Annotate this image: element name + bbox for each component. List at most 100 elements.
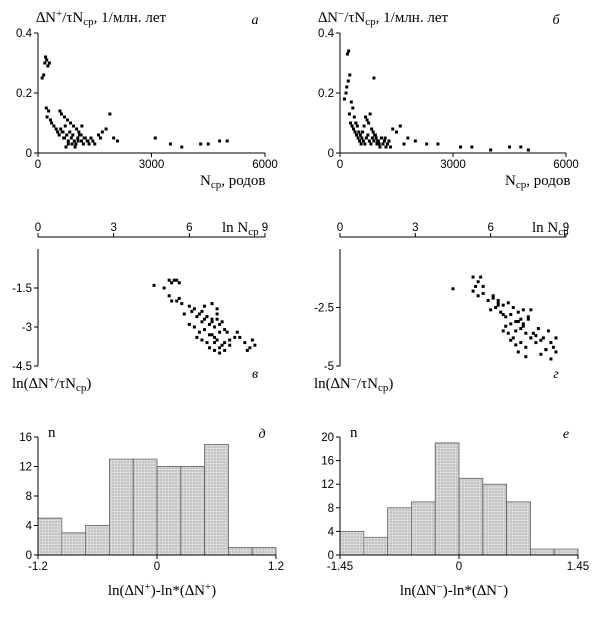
data-point bbox=[379, 136, 383, 140]
panel-a: 0 3000 6000 0 0.2 0.4∆N+/τNср, 1/млн. лет Nср,… bbox=[16, 8, 278, 191]
data-point bbox=[195, 335, 199, 339]
data-point bbox=[220, 343, 224, 347]
data-point bbox=[54, 127, 58, 131]
data-point bbox=[175, 278, 179, 282]
data-point bbox=[546, 329, 550, 333]
histogram-bar bbox=[251, 547, 277, 556]
x-axis-label: ln Nср bbox=[532, 220, 569, 238]
data-point bbox=[66, 142, 70, 146]
data-point bbox=[391, 127, 395, 131]
data-point bbox=[210, 302, 214, 306]
data-point bbox=[76, 136, 80, 140]
data-point bbox=[381, 142, 385, 146]
data-point bbox=[180, 145, 184, 149]
data-point bbox=[78, 133, 82, 137]
x-axis-label: Nср, родов bbox=[200, 173, 266, 191]
panel-b: 0 3000 6000 0 0.2 0.4∆N−/τNср, 1/млн. лет Nср,… bbox=[318, 8, 579, 191]
data-point bbox=[70, 142, 74, 146]
data-point bbox=[46, 64, 50, 68]
data-point bbox=[76, 139, 80, 143]
data-point bbox=[519, 327, 523, 331]
y-tick-label: 0.4 bbox=[16, 28, 33, 40]
panel-letter: а bbox=[252, 13, 259, 28]
data-point bbox=[501, 313, 505, 317]
data-point bbox=[187, 322, 191, 326]
y-tick-label: 12 bbox=[321, 479, 334, 491]
data-point bbox=[496, 301, 500, 305]
y-axis-label: ln(∆N−/τNср) bbox=[314, 374, 393, 394]
data-point bbox=[213, 341, 217, 345]
data-point bbox=[208, 333, 212, 337]
y-tick-label: 0 bbox=[328, 550, 334, 562]
data-point bbox=[374, 136, 378, 140]
data-point bbox=[40, 76, 44, 80]
data-point bbox=[526, 315, 530, 319]
x-tick-label: -1.2 bbox=[28, 561, 48, 573]
data-point bbox=[48, 118, 52, 122]
data-point bbox=[167, 278, 171, 282]
y-tick-label: 20 bbox=[321, 432, 334, 444]
data-point bbox=[504, 315, 508, 319]
data-point bbox=[197, 312, 201, 316]
data-point bbox=[499, 310, 503, 314]
data-point bbox=[346, 79, 350, 83]
data-point bbox=[153, 136, 157, 140]
data-point bbox=[347, 49, 351, 53]
data-point bbox=[223, 341, 227, 345]
data-point bbox=[436, 142, 440, 146]
y-tick-label: 16 bbox=[321, 456, 334, 468]
data-point bbox=[80, 124, 84, 128]
data-point bbox=[81, 142, 85, 146]
data-point bbox=[59, 127, 63, 131]
data-point bbox=[177, 296, 181, 300]
panel-letter: е bbox=[563, 427, 569, 442]
data-point bbox=[501, 303, 505, 307]
x-tick-label: 1.45 bbox=[567, 561, 589, 573]
x-tick-label: 0 bbox=[337, 159, 343, 171]
data-point bbox=[519, 341, 523, 345]
data-point bbox=[52, 124, 56, 128]
data-point bbox=[228, 338, 232, 342]
data-point bbox=[425, 142, 429, 146]
data-point bbox=[355, 124, 359, 128]
x-tick-label: 9 bbox=[563, 222, 569, 234]
data-point bbox=[210, 317, 214, 321]
data-point bbox=[202, 328, 206, 332]
data-point bbox=[511, 306, 515, 309]
data-point bbox=[73, 145, 77, 149]
data-point bbox=[363, 142, 367, 146]
x-tick-label: 1.2 bbox=[268, 561, 284, 573]
data-point bbox=[544, 348, 548, 352]
data-point bbox=[93, 142, 97, 146]
data-point bbox=[202, 317, 206, 321]
data-point bbox=[470, 145, 474, 149]
data-point bbox=[213, 348, 217, 352]
data-point bbox=[243, 341, 247, 345]
data-point bbox=[177, 281, 181, 285]
x-axis-label: ln Nср bbox=[222, 220, 259, 238]
data-point bbox=[494, 306, 498, 309]
data-point bbox=[200, 320, 204, 324]
data-point bbox=[69, 121, 73, 125]
data-point bbox=[541, 336, 545, 340]
data-point bbox=[192, 307, 196, 311]
data-point bbox=[402, 142, 406, 146]
data-point bbox=[75, 127, 79, 131]
y-tick-label: 4 bbox=[26, 521, 33, 533]
data-point bbox=[98, 136, 102, 140]
data-point bbox=[357, 130, 361, 134]
data-point bbox=[398, 124, 402, 128]
x-tick-label: 0 bbox=[35, 159, 41, 171]
data-point bbox=[62, 115, 66, 119]
data-point bbox=[68, 130, 72, 134]
data-point bbox=[496, 303, 500, 307]
data-point bbox=[413, 139, 417, 143]
data-point bbox=[516, 350, 520, 354]
data-point bbox=[112, 136, 116, 140]
data-point bbox=[362, 124, 366, 128]
x-tick-label: 0 bbox=[456, 561, 462, 573]
y-tick-label: 0.2 bbox=[318, 88, 334, 100]
